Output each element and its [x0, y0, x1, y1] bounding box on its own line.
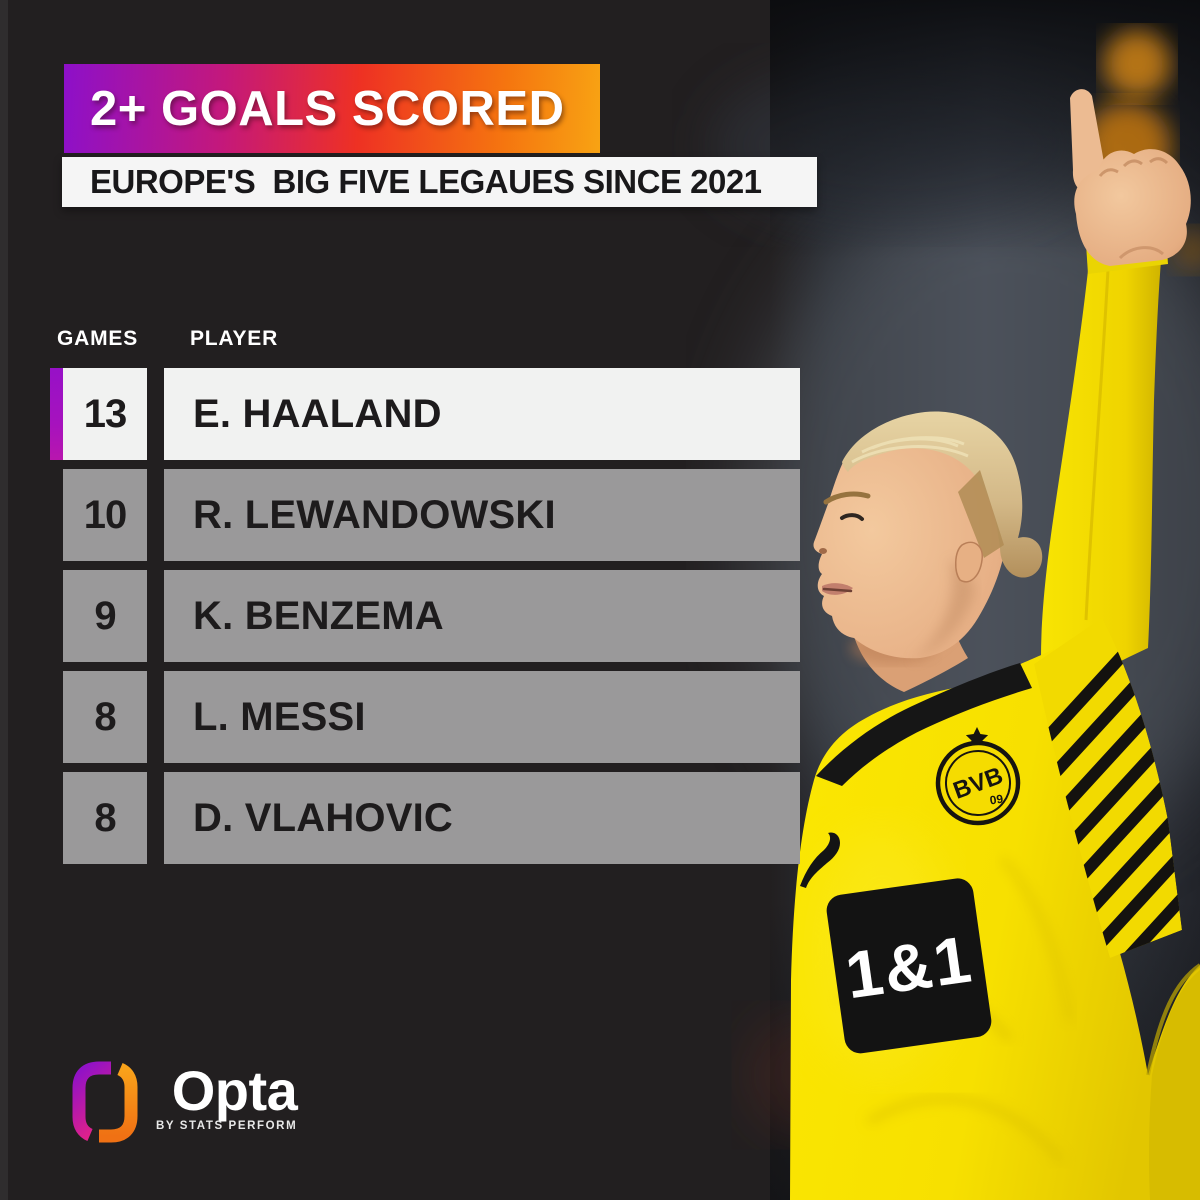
table-row: 8 L. MESSI: [50, 671, 800, 763]
subtitle-bar: EUROPE'S BIG FIVE LEGAUES SINCE 2021: [62, 157, 817, 207]
fist: [1074, 149, 1191, 266]
bvb-badge: BVB 09: [935, 740, 1021, 826]
sponsor-text: 1&1: [841, 921, 977, 1012]
games-value: 9: [63, 570, 147, 662]
table-row: 10 R. LEWANDOWSKI: [50, 469, 800, 561]
table-header: GAMES PLAYER: [50, 327, 800, 353]
player-name: L. MESSI: [164, 671, 800, 763]
bvb-badge-year: 09: [989, 792, 1004, 808]
games-value: 8: [63, 772, 147, 864]
games-value: 13: [63, 368, 147, 460]
player-column-header: PLAYER: [190, 327, 279, 350]
opta-logo-subtext: BY STATS PERFORM: [156, 1120, 298, 1132]
hair: [842, 411, 1043, 578]
eye: [840, 513, 864, 521]
pointing-finger: [1070, 89, 1107, 193]
player-name: K. BENZEMA: [164, 570, 800, 662]
player-name: R. LEWANDOWSKI: [164, 469, 800, 561]
opta-brand-block: Opta BY STATS PERFORM: [156, 1059, 298, 1133]
player-name: D. VLAHOVIC: [164, 772, 800, 864]
left-edge-strip: [0, 0, 8, 1200]
collar: [816, 663, 1032, 786]
title-banner: 2+ GOALS SCORED: [64, 64, 600, 153]
puma-logo: [800, 832, 840, 888]
page-title: 2+ GOALS SCORED: [90, 81, 565, 136]
player-name: E. HAALAND: [164, 368, 800, 460]
eyebrow: [823, 491, 871, 505]
ear: [955, 541, 983, 583]
table-row: 13 E. HAALAND: [50, 368, 800, 460]
highlight-accent-bar: [50, 368, 63, 460]
games-value: 8: [63, 671, 147, 763]
table-row: 9 K. BENZEMA: [50, 570, 800, 662]
games-value: 10: [63, 469, 147, 561]
bokeh-light: [1103, 30, 1171, 98]
raised-arm-sleeve: [1041, 248, 1162, 700]
table-row: 8 D. VLAHOVIC: [50, 772, 800, 864]
sponsor-patch: 1&1: [826, 878, 992, 1054]
opta-logo-icon: [72, 1061, 138, 1143]
games-column-header: GAMES: [57, 327, 139, 350]
opta-logo-text: Opta: [171, 1059, 298, 1122]
leaderboard: 13 E. HAALAND 10 R. LEWANDOWSKI 9 K. BEN…: [50, 368, 800, 873]
opta-footer: Opta BY STATS PERFORM: [72, 1059, 298, 1144]
nostril: [819, 548, 827, 554]
page-subtitle: EUROPE'S BIG FIVE LEGAUES SINCE 2021: [90, 163, 762, 200]
